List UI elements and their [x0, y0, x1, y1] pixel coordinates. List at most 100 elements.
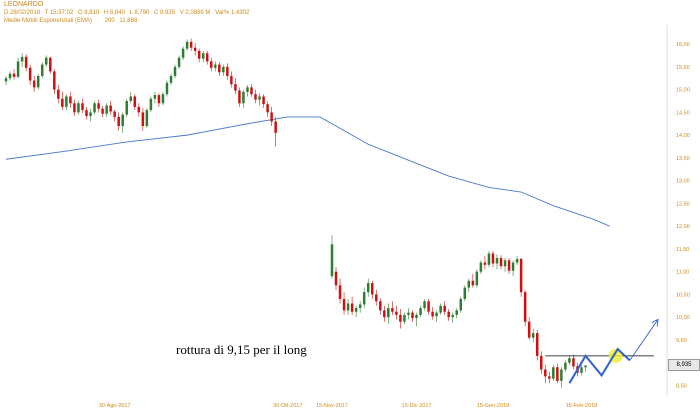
- ema-layer: [5, 116, 610, 227]
- candle: [24, 54, 28, 72]
- candle-body: [40, 64, 44, 76]
- candle-body: [403, 314, 406, 322]
- candle: [97, 99, 100, 113]
- candle: [61, 91, 64, 111]
- candle-body: [201, 53, 205, 59]
- candle-body: [28, 67, 32, 81]
- candle-body: [479, 262, 483, 272]
- candle: [540, 351, 543, 375]
- candle-body: [427, 301, 430, 312]
- candle-body: [16, 61, 20, 77]
- candle-body: [572, 358, 575, 367]
- candle-body: [141, 112, 145, 127]
- candle: [89, 108, 92, 122]
- candle: [362, 287, 366, 309]
- candle: [246, 85, 249, 97]
- candle-body: [65, 96, 68, 107]
- candle: [137, 103, 141, 117]
- candle: [53, 69, 56, 95]
- candle: [427, 298, 430, 315]
- candle-body: [531, 333, 535, 338]
- candle-body: [399, 314, 402, 322]
- candle: [250, 84, 253, 97]
- candle: [145, 107, 149, 129]
- candle-body: [350, 303, 354, 312]
- y-tick-label: 16,00: [676, 42, 690, 48]
- candle: [226, 63, 229, 80]
- candle: [81, 98, 84, 114]
- x-tick-label: 30-Ago-2017: [99, 403, 131, 409]
- candle-body: [467, 280, 471, 288]
- candle: [475, 269, 479, 288]
- candle-body: [540, 355, 543, 370]
- candle-body: [105, 105, 108, 114]
- candle-body: [254, 94, 257, 100]
- candle: [334, 267, 338, 290]
- candle: [395, 305, 398, 320]
- candle: [507, 258, 511, 274]
- candle: [165, 80, 169, 97]
- candle-body: [439, 305, 442, 313]
- candle: [32, 75, 36, 92]
- candle-body: [89, 112, 92, 117]
- candle-body: [560, 369, 563, 381]
- candle: [527, 317, 531, 340]
- candle-body: [133, 96, 137, 107]
- candle-body: [125, 100, 128, 115]
- candle: [274, 116, 277, 147]
- candle: [214, 61, 217, 72]
- candle-body: [234, 84, 237, 91]
- candle-body: [487, 253, 491, 265]
- candle: [16, 57, 20, 79]
- readout-date: D 28/02/2018: [4, 10, 41, 16]
- candle-body: [552, 367, 555, 379]
- candle-body: [548, 376, 551, 379]
- candle: [556, 363, 559, 384]
- candle-body: [262, 96, 265, 105]
- indicator-period: 200: [104, 18, 115, 24]
- candle: [141, 107, 145, 131]
- candle: [210, 57, 213, 72]
- candle-body: [395, 311, 398, 315]
- candle-body: [556, 367, 559, 381]
- candle-body: [443, 305, 446, 312]
- candle: [463, 285, 467, 302]
- candle-body: [366, 283, 370, 293]
- candle: [45, 55, 48, 67]
- price-axis: 16,00 15,50 15,00 14,50 14,00 13,50 13,00 12,50…: [676, 42, 690, 389]
- candle-body: [197, 50, 201, 59]
- candle-body: [20, 56, 24, 62]
- y-tick-label: 10,00: [676, 315, 690, 321]
- candle: [85, 106, 88, 120]
- candle: [129, 91, 133, 104]
- candle-body: [483, 262, 487, 265]
- y-tick-label: 14,00: [676, 133, 690, 139]
- y-tick-label: 13,50: [676, 156, 690, 162]
- candle-body: [181, 48, 185, 58]
- candle: [40, 62, 44, 79]
- chart-annotation: rottura di 9,15 per il long: [176, 342, 307, 357]
- x-tick-label: 15-Nov-2017: [316, 403, 348, 409]
- candle: [383, 305, 386, 322]
- y-tick-label: 10,50: [676, 292, 690, 298]
- candles-layer: [4, 38, 587, 388]
- candle-body: [77, 103, 80, 113]
- readout-close: C 8,935: [154, 10, 176, 16]
- candle-body: [383, 310, 386, 318]
- candle-body: [274, 121, 277, 133]
- projection-target-line: [629, 319, 659, 361]
- candle-body: [222, 66, 225, 73]
- candle-body: [334, 271, 338, 286]
- readout-change: Var% 1,4302: [215, 10, 250, 16]
- candle-body: [8, 73, 12, 79]
- candle-body: [193, 47, 197, 51]
- ohlc-readout: D 28/02/2018 T 15:37:02 O 8,810 H 8,840 …: [4, 10, 252, 16]
- candle-body: [499, 258, 503, 267]
- candle: [113, 109, 116, 122]
- candle-body: [169, 75, 173, 83]
- candle-body: [69, 96, 72, 104]
- candle-body: [503, 260, 507, 267]
- candle-body: [97, 103, 100, 109]
- candle: [519, 258, 523, 297]
